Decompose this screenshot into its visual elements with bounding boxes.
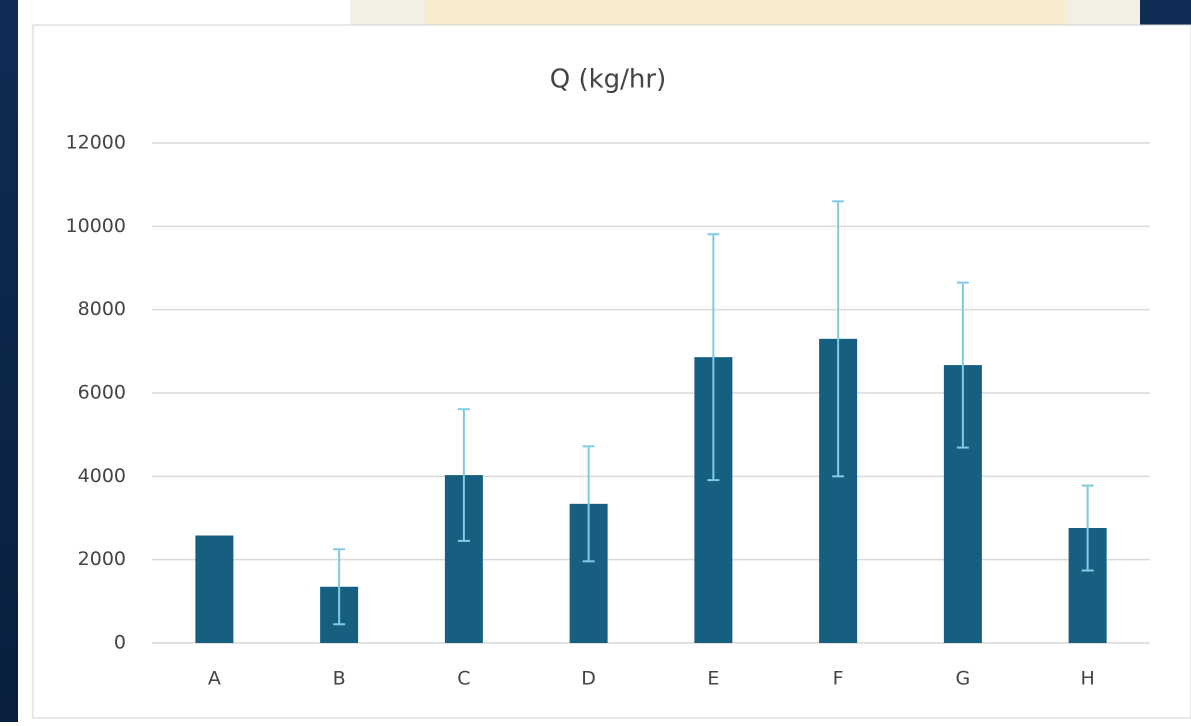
y-tick-label: 10000	[66, 215, 126, 237]
page: {"chart_data": {"type": "bar", "title": …	[0, 0, 1191, 722]
sheet-cell-highlight	[425, 0, 1065, 25]
x-tick-label: F	[833, 668, 844, 690]
bar	[195, 536, 233, 644]
x-tick-label: G	[956, 668, 971, 690]
chart-title: Q (kg/hr)	[550, 65, 667, 95]
y-tick-label: 12000	[66, 132, 126, 154]
x-tick-label: E	[707, 668, 719, 690]
y-tick-label: 8000	[78, 298, 126, 320]
x-tick-label: D	[581, 668, 596, 690]
x-tick-label: H	[1080, 668, 1094, 690]
y-tick-label: 6000	[78, 382, 126, 404]
sheet-strip	[18, 0, 350, 25]
y-tick-label: 2000	[78, 548, 126, 570]
y-tick-label: 4000	[78, 465, 126, 487]
y-tick-label: 0	[114, 632, 126, 654]
screen: Q (kg/hr) 0 2000 4000 6000 8000 10000 12000 A B C…	[0, 0, 1191, 722]
x-tick-label: A	[208, 668, 221, 690]
x-tick-label: C	[457, 668, 470, 690]
x-tick-label: B	[333, 668, 346, 690]
